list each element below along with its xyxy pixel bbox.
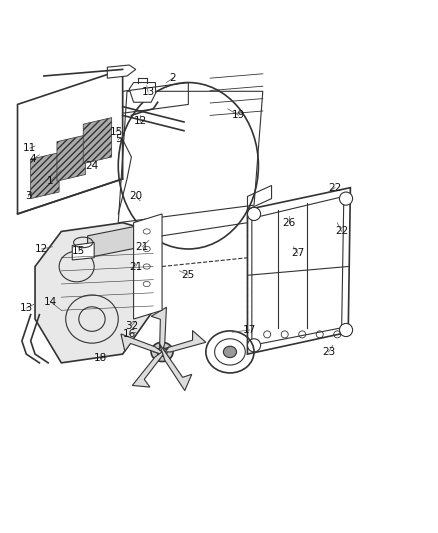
Text: 24: 24	[85, 161, 99, 171]
Text: 25: 25	[182, 270, 195, 280]
Text: 23: 23	[322, 347, 335, 357]
Text: 5: 5	[115, 134, 122, 144]
Text: 22: 22	[328, 183, 342, 192]
Polygon shape	[159, 344, 192, 391]
Text: 16: 16	[123, 329, 136, 340]
Text: 15: 15	[110, 127, 123, 136]
Polygon shape	[18, 69, 123, 214]
Text: 2: 2	[170, 73, 177, 83]
Text: 32: 32	[125, 321, 138, 330]
Text: 19: 19	[232, 110, 245, 120]
Polygon shape	[129, 83, 155, 102]
Text: 3: 3	[25, 191, 32, 201]
Polygon shape	[132, 347, 169, 387]
Circle shape	[339, 324, 353, 336]
Polygon shape	[83, 118, 112, 164]
Text: 11: 11	[23, 143, 36, 154]
Text: 21: 21	[136, 242, 149, 252]
Ellipse shape	[151, 342, 173, 361]
Text: 15: 15	[72, 246, 85, 256]
Text: 14: 14	[44, 296, 57, 306]
Text: 12: 12	[35, 244, 48, 254]
Text: 18: 18	[94, 353, 107, 364]
Circle shape	[247, 339, 261, 352]
Text: 1: 1	[47, 176, 54, 186]
Circle shape	[247, 207, 261, 221]
Text: 4: 4	[29, 154, 36, 164]
Text: 21: 21	[129, 262, 142, 271]
Polygon shape	[57, 135, 85, 181]
Polygon shape	[121, 334, 169, 357]
Polygon shape	[72, 243, 94, 260]
Text: 22: 22	[335, 227, 348, 237]
Polygon shape	[153, 330, 206, 352]
Polygon shape	[151, 308, 166, 360]
Text: 13: 13	[20, 303, 33, 313]
Ellipse shape	[223, 346, 237, 358]
Text: 26: 26	[283, 217, 296, 228]
Text: 20: 20	[129, 191, 142, 201]
Polygon shape	[31, 152, 59, 199]
Text: 27: 27	[291, 248, 304, 259]
Text: 17: 17	[243, 325, 256, 335]
Polygon shape	[107, 65, 136, 78]
Polygon shape	[134, 214, 162, 319]
Circle shape	[339, 192, 353, 205]
Text: 13: 13	[141, 87, 155, 97]
Polygon shape	[35, 223, 153, 363]
Polygon shape	[88, 223, 153, 258]
Text: 12: 12	[134, 116, 147, 126]
